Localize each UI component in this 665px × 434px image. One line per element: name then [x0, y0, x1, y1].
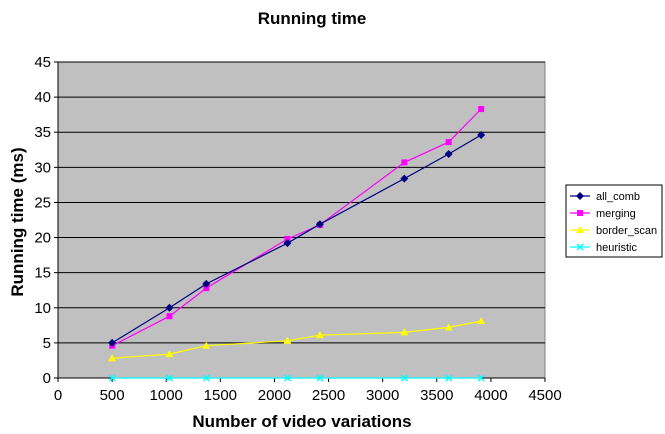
y-tick-label: 30: [34, 159, 51, 176]
data-point-marker: [202, 374, 210, 382]
data-point-marker: [203, 285, 210, 292]
data-point-marker: [108, 374, 116, 382]
x-tick-label: 4500: [528, 387, 561, 404]
plot-area: [57, 61, 546, 379]
data-point-marker: [108, 354, 117, 362]
data-point-marker: [165, 374, 173, 382]
data-point-marker: [444, 323, 453, 331]
data-point-marker: [477, 374, 485, 382]
data-point-marker: [444, 149, 453, 158]
data-point-marker: [202, 279, 211, 288]
gridlines: [58, 61, 545, 344]
legend-item: merging: [570, 208, 636, 220]
data-point-marker: [478, 106, 485, 113]
legend-label: merging: [596, 208, 636, 220]
data-point-marker: [445, 374, 453, 382]
data-point-marker: [400, 174, 409, 183]
data-point-marker: [166, 313, 173, 320]
legend-item: border_scan: [570, 225, 657, 237]
y-tick-label: 10: [34, 300, 51, 317]
x-tick-label: 1000: [150, 387, 183, 404]
legend-marker: [576, 243, 584, 251]
x-tick-label: 0: [54, 387, 62, 404]
x-tick-label: 2000: [258, 387, 291, 404]
y-tick-labels: 0 5 10 15 20 25 30 35 40 45: [34, 54, 58, 387]
series-heuristic: [108, 374, 485, 382]
data-point-marker: [283, 374, 291, 382]
x-tick-label: 1500: [204, 387, 237, 404]
legend-marker: [577, 210, 583, 216]
series-line: [112, 320, 482, 359]
series-line: [111, 108, 482, 347]
data-point-marker: [316, 374, 324, 382]
data-point-marker: [315, 331, 324, 339]
y-tick-label: 25: [34, 194, 51, 211]
legend-item: all_comb: [570, 191, 640, 203]
data-point-marker: [400, 328, 409, 336]
data-point-marker: [477, 317, 486, 325]
data-point-marker: [284, 235, 291, 242]
data-point-marker: [401, 159, 408, 166]
data-point-marker: [315, 220, 324, 229]
series-all-comb: [108, 131, 486, 347]
legend-item: heuristic: [570, 242, 637, 254]
y-tick-label: 0: [43, 370, 51, 387]
y-tick-label: 40: [34, 89, 51, 106]
legend-label: all_comb: [596, 191, 640, 203]
data-point-marker: [283, 239, 292, 248]
y-tick-label: 20: [34, 230, 51, 247]
legend-marker: [576, 226, 584, 233]
chart-title: Running time: [258, 9, 367, 28]
data-point-marker: [165, 350, 174, 358]
x-tick-label: 500: [100, 387, 125, 404]
series-border-scan: [108, 317, 486, 362]
legend-label: border_scan: [596, 225, 657, 237]
y-tick-label: 35: [34, 124, 51, 141]
data-point-marker: [283, 336, 292, 344]
x-tick-label: 3000: [366, 387, 399, 404]
data-point-marker: [202, 341, 211, 349]
data-point-marker: [477, 131, 486, 140]
series-lines: [108, 106, 486, 382]
series-line: [111, 134, 482, 344]
data-point-marker: [165, 303, 174, 312]
legend-label: heuristic: [596, 242, 637, 254]
data-point-marker: [400, 374, 408, 382]
data-point-marker: [445, 139, 452, 146]
x-axis-title: Number of video variations: [192, 412, 411, 431]
legend-marker: [576, 192, 584, 200]
x-tick-label: 4000: [474, 387, 507, 404]
x-tick-label: 2500: [312, 387, 345, 404]
y-tick-label: 15: [34, 265, 51, 282]
x-tick-label: 3500: [420, 387, 453, 404]
y-tick-label: 45: [34, 54, 51, 71]
y-tick-label: 5: [43, 335, 51, 352]
x-tick-labels: 0 500 1000 1500 2000 2500 3000 3500 4000 4500: [54, 378, 562, 404]
data-point-marker: [108, 338, 117, 347]
y-axis-title: Running time (ms): [8, 147, 27, 296]
